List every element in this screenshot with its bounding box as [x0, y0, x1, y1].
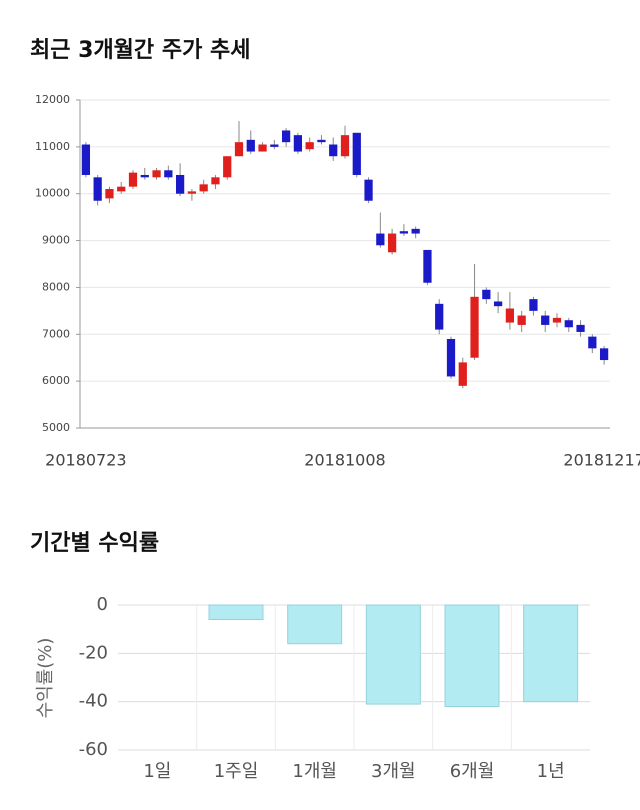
candle-body [258, 144, 267, 152]
candle-body [128, 172, 138, 187]
candle-body [576, 324, 585, 332]
candle-body [588, 336, 597, 349]
candle-body [482, 289, 491, 300]
candle-body [364, 179, 373, 201]
candle-body [470, 296, 479, 358]
candle-body [140, 174, 149, 178]
x-tick-label: 3개월 [371, 761, 416, 782]
candle-body [246, 139, 255, 152]
candle-body [529, 299, 538, 311]
candle-body [599, 348, 609, 361]
x-tick-label: 1주일 [214, 761, 259, 782]
candle-body [293, 135, 303, 152]
candle-body [387, 233, 397, 253]
x-tick-label: 20181217 [563, 451, 640, 470]
candle-body [305, 142, 314, 150]
bar [287, 604, 343, 645]
y-tick-label: 0 [97, 594, 108, 615]
x-tick-label: 6개월 [450, 761, 495, 782]
candle-body [211, 177, 220, 185]
candle-body [423, 249, 432, 283]
chart-title: 최근 3개월간 주가 추세 [30, 38, 250, 63]
y-tick-label: 5000 [42, 421, 70, 434]
bar [365, 604, 421, 705]
chart-title: 기간별 수익률 [30, 531, 159, 556]
candle-body [352, 132, 361, 175]
candle-body [505, 308, 515, 323]
candle-body [552, 317, 562, 323]
y-tick-label: 9000 [42, 234, 70, 247]
y-tick-label: 11000 [35, 140, 70, 153]
y-axis-label: 수익률(%) [35, 638, 56, 719]
y-tick-label: 6000 [42, 374, 70, 387]
candle-body [117, 186, 126, 192]
candle-body [376, 233, 385, 246]
bar [523, 604, 579, 703]
candle-body [329, 144, 338, 157]
candle-body [81, 144, 91, 175]
candle-body [105, 189, 114, 199]
x-tick-label: 1개월 [292, 761, 337, 782]
candle-body [223, 156, 232, 178]
candle-body [93, 177, 102, 201]
candle-body [435, 303, 444, 330]
candle-body [340, 135, 350, 157]
candle-body [234, 142, 244, 157]
candle-body [458, 362, 467, 386]
candle-body [270, 144, 279, 147]
x-tick-label: 20180723 [45, 451, 126, 470]
candle-body [517, 315, 526, 325]
y-tick-label: 10000 [35, 187, 70, 200]
x-tick-label: 1년 [537, 761, 565, 782]
y-tick-label: -40 [79, 691, 108, 712]
x-tick-label: 20181008 [304, 451, 385, 470]
y-tick-label: 8000 [42, 280, 70, 293]
candle-body [493, 301, 503, 307]
candle-body [152, 170, 161, 178]
x-tick-label: 1일 [143, 761, 171, 782]
y-tick-label: -60 [79, 739, 108, 760]
y-tick-label: -20 [79, 642, 108, 663]
candle-body [199, 184, 208, 192]
bar [208, 604, 264, 620]
candle-body [411, 228, 420, 234]
y-tick-label: 7000 [42, 327, 70, 340]
candle-body [187, 191, 197, 194]
candle-body [317, 139, 326, 143]
candle-body [541, 315, 550, 325]
candle-body [281, 130, 291, 143]
candle-body [164, 170, 173, 178]
bar [444, 604, 500, 707]
candle-body [175, 174, 185, 194]
candle-body [399, 231, 409, 234]
candle-body [564, 320, 573, 328]
y-tick-label: 12000 [35, 93, 70, 106]
candle-body [446, 338, 456, 377]
